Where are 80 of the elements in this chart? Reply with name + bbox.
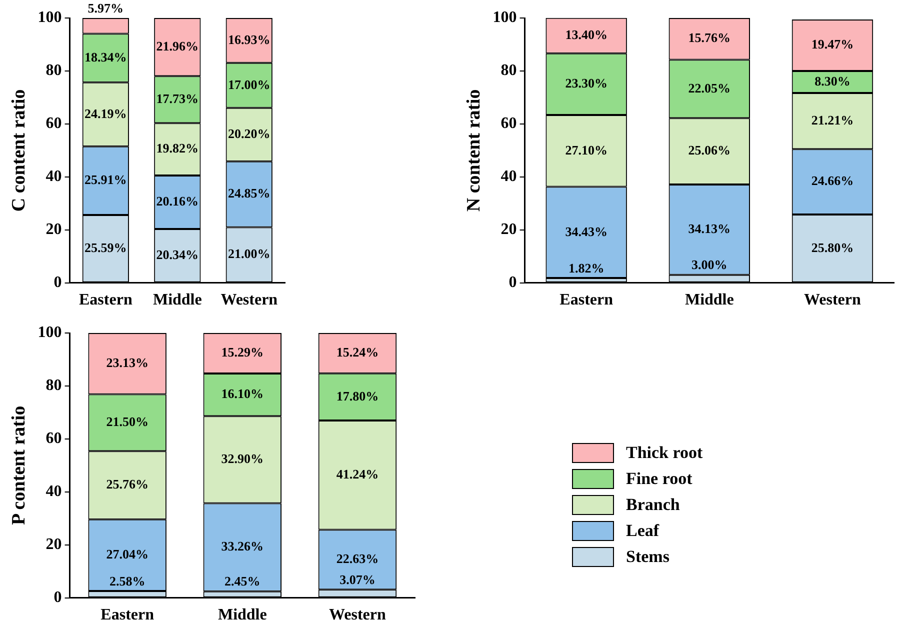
y-tick-label: 80 [500, 62, 517, 80]
data-label: 34.13% [688, 221, 731, 236]
data-label: 25.80% [811, 240, 854, 255]
y-tick-label: 20 [500, 220, 517, 238]
x-tick-label: Middle [218, 606, 267, 624]
data-label: 17.00% [228, 76, 270, 92]
x-tick-label: Western [329, 606, 386, 624]
y-tick-label: 20 [46, 220, 62, 238]
data-label: 22.05% [688, 80, 731, 96]
data-label: 17.80% [336, 388, 379, 404]
legend-label: Stems [626, 547, 670, 567]
y-tick-label: 100 [38, 324, 62, 342]
data-label: 20.20% [228, 126, 270, 142]
data-label: 27.10% [565, 142, 608, 158]
y-tick-label: 100 [38, 9, 62, 26]
legend-label: Fine root [626, 469, 692, 489]
data-label: 32.90% [221, 451, 264, 466]
y-tick-label: 0 [54, 588, 62, 606]
legend-label: Leaf [626, 521, 660, 541]
data-label: 22.63% [336, 551, 379, 566]
y-axis-title: N content ratio [463, 89, 484, 212]
y-tick-label: 40 [46, 483, 62, 500]
data-label: 21.21% [811, 112, 854, 128]
data-label: 25.91% [84, 172, 127, 188]
data-label: 1.82% [568, 260, 604, 276]
data-label: 3.00% [692, 257, 728, 272]
data-label: 19.47% [811, 36, 854, 52]
y-tick-label: 20 [46, 536, 62, 553]
data-label: 25.59% [84, 240, 127, 256]
x-tick-label: Eastern [560, 292, 614, 309]
data-label: 8.30% [814, 73, 850, 88]
y-tick-label: 60 [46, 115, 62, 132]
data-label: 19.82% [156, 140, 199, 156]
data-label: 3.07% [340, 572, 376, 588]
data-label: 20.34% [156, 246, 199, 262]
data-label: 34.43% [565, 224, 608, 239]
data-label: 18.34% [84, 49, 127, 64]
data-label: 23.30% [565, 76, 608, 91]
data-label: 33.26% [221, 538, 264, 554]
data-label: 2.58% [109, 573, 146, 588]
y-tick-label: 40 [46, 168, 62, 186]
x-tick-label: Eastern [79, 292, 132, 309]
data-label: 23.13% [106, 354, 148, 370]
y-axis-title: P content ratio [8, 406, 30, 526]
data-label: 15.76% [688, 30, 731, 46]
data-label: 21.50% [106, 414, 148, 430]
data-label: 41.24% [336, 466, 379, 482]
data-label: 27.04% [106, 546, 148, 562]
y-axis-title: C content ratio [8, 89, 30, 212]
y-tick-label: 0 [54, 274, 62, 291]
y-tick-label: 100 [492, 9, 517, 26]
x-tick-label: Western [804, 292, 862, 309]
y-tick-label: 60 [500, 115, 517, 132]
data-label: 2.45% [224, 574, 260, 589]
x-tick-label: Middle [152, 292, 202, 309]
data-label: 24.85% [228, 186, 270, 201]
data-label: 16.10% [221, 386, 264, 402]
data-label: 16.93% [228, 32, 270, 47]
legend-label: Branch [626, 495, 680, 515]
y-tick-label: 80 [46, 377, 62, 394]
data-label: 15.24% [336, 344, 379, 360]
data-label: 24.19% [84, 106, 127, 121]
data-label: 20.16% [156, 194, 199, 209]
data-label: 21.00% [228, 246, 270, 262]
x-tick-label: Western [220, 292, 278, 309]
data-label: 25.76% [106, 476, 148, 492]
data-label: 21.96% [156, 38, 199, 54]
data-label: 25.06% [688, 142, 731, 158]
data-label: 15.29% [221, 344, 264, 360]
data-label: 5.97% [88, 0, 124, 16]
data-label: 24.66% [811, 173, 854, 188]
x-tick-label: Eastern [100, 606, 154, 624]
y-tick-label: 0 [508, 274, 517, 291]
y-tick-label: 80 [46, 62, 62, 80]
x-tick-label: Middle [684, 292, 734, 309]
legend-label: Thick root [626, 443, 703, 463]
data-label: 17.73% [156, 90, 199, 106]
y-tick-label: 60 [46, 430, 62, 448]
y-tick-label: 40 [500, 168, 517, 186]
data-label: 13.40% [565, 26, 608, 42]
